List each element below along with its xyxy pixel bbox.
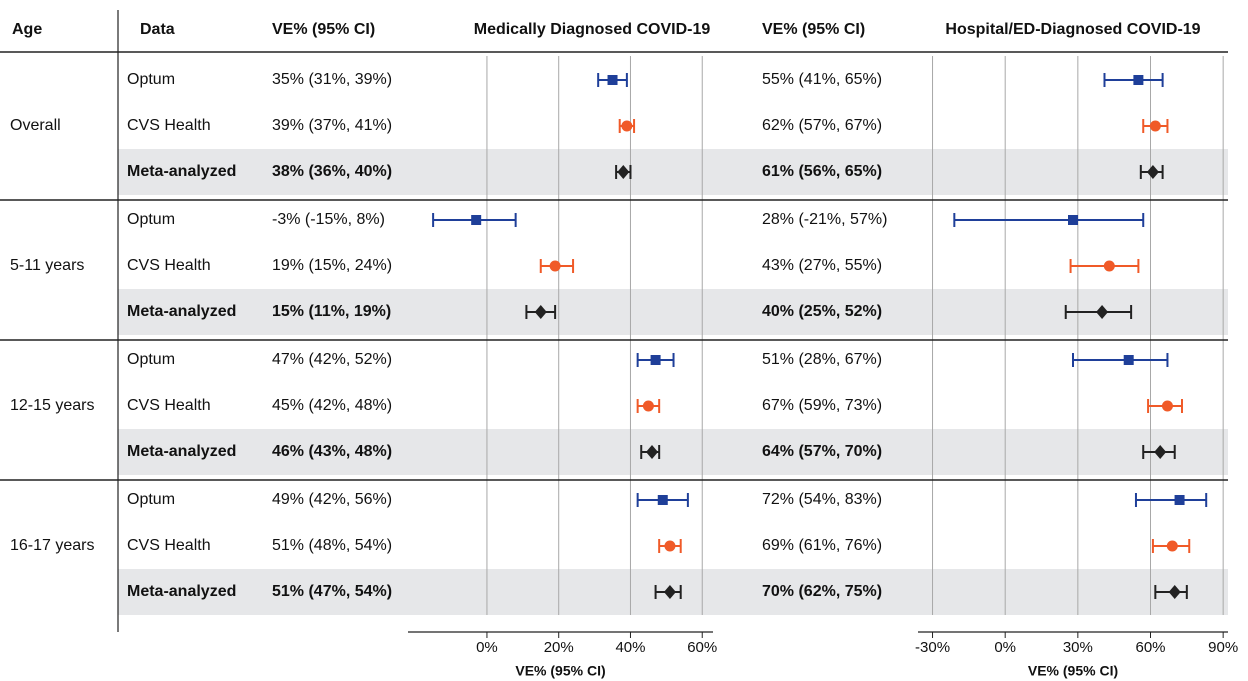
source-label: CVS Health (127, 257, 211, 274)
ve-label: 19% (15%, 24%) (272, 257, 392, 274)
point (1123, 355, 1134, 365)
ve-label: 55% (41%, 65%) (762, 71, 882, 88)
data-header: Data (140, 21, 175, 38)
ve-label: 67% (59%, 73%) (762, 397, 882, 414)
point (1068, 215, 1078, 225)
ve-label: 51% (47%, 54%) (272, 583, 392, 600)
x-tick-label: 0% (994, 639, 1016, 656)
ve-label: 15% (11%, 19%) (272, 303, 391, 320)
age-label: 12-15 years (10, 397, 95, 414)
age-label: Overall (10, 117, 61, 134)
source-label: Meta-analyzed (127, 443, 236, 460)
source-label: Optum (127, 351, 175, 368)
point (1149, 120, 1161, 132)
point (1103, 260, 1115, 272)
point (621, 120, 633, 132)
point (534, 305, 547, 319)
source-label: Meta-analyzed (127, 583, 236, 600)
source-label: Optum (127, 71, 175, 88)
point (1154, 445, 1167, 459)
source-label: CVS Health (127, 117, 211, 134)
point (1146, 165, 1159, 179)
point (1096, 305, 1109, 319)
point (617, 165, 630, 179)
ve-label: 35% (31%, 39%) (272, 71, 392, 88)
point (1174, 495, 1185, 505)
ve-label: 62% (57%, 67%) (762, 117, 882, 134)
x-tick-label: 90% (1208, 639, 1238, 656)
row-highlight (118, 289, 1228, 335)
ve-label: 72% (54%, 83%) (762, 491, 882, 508)
point (664, 540, 676, 552)
source-label: CVS Health (127, 397, 211, 414)
ve-label: 43% (27%, 55%) (762, 257, 882, 274)
ve-label: 51% (28%, 67%) (762, 351, 882, 368)
ve-label: 39% (37%, 41%) (272, 117, 392, 134)
x-tick-label: 20% (544, 639, 574, 656)
point (650, 355, 661, 365)
ve-label: 70% (62%, 75%) (762, 583, 882, 600)
point (607, 75, 618, 85)
point (471, 215, 482, 225)
x-tick-label: -30% (915, 639, 950, 656)
source-label: Optum (127, 211, 175, 228)
x-tick-label: 40% (615, 639, 645, 656)
source-label: Meta-analyzed (127, 163, 236, 180)
x-tick-label: 60% (687, 639, 717, 656)
value-header: VE% (95% CI) (762, 21, 865, 38)
chart-title: Medically Diagnosed COVID-19 (474, 21, 711, 38)
ve-label: 51% (48%, 54%) (272, 537, 392, 554)
point (549, 260, 561, 272)
point (1168, 585, 1181, 599)
point (646, 445, 658, 459)
ve-label: -3% (-15%, 8%) (272, 211, 385, 228)
ve-label: 69% (61%, 76%) (762, 537, 882, 554)
x-tick-label: 30% (1063, 639, 1093, 656)
point (1166, 540, 1178, 552)
ve-label: 46% (43%, 48%) (272, 443, 392, 460)
ve-label: 40% (25%, 52%) (762, 303, 882, 320)
age-label: 5-11 years (10, 257, 84, 274)
x-tick-label: 0% (476, 639, 498, 656)
source-label: CVS Health (127, 537, 211, 554)
age-label: 16-17 years (10, 537, 95, 554)
ve-label: 61% (56%, 65%) (762, 163, 882, 180)
row-highlight (118, 149, 1228, 195)
row-highlight (118, 429, 1228, 475)
source-label: Meta-analyzed (127, 303, 236, 320)
source-label: Optum (127, 491, 175, 508)
point (663, 585, 676, 599)
chart-title: Hospital/ED-Diagnosed COVID-19 (945, 21, 1200, 38)
point (657, 495, 668, 505)
backgrounds (118, 56, 1228, 615)
x-axis-label: VE% (95% CI) (1028, 663, 1118, 679)
ve-label: 28% (-21%, 57%) (762, 211, 887, 228)
ve-label: 45% (42%, 48%) (272, 397, 392, 414)
ve-label: 38% (36%, 40%) (272, 163, 392, 180)
value-header: VE% (95% CI) (272, 21, 375, 38)
ve-label: 49% (42%, 56%) (272, 491, 392, 508)
ve-label: 47% (42%, 52%) (272, 351, 392, 368)
ve-label: 64% (57%, 70%) (762, 443, 882, 460)
age-header: Age (12, 21, 42, 38)
point (1161, 400, 1173, 412)
point (642, 400, 654, 412)
x-axis-label: VE% (95% CI) (515, 663, 605, 679)
x-tick-label: 60% (1135, 639, 1165, 656)
point (1133, 75, 1144, 85)
